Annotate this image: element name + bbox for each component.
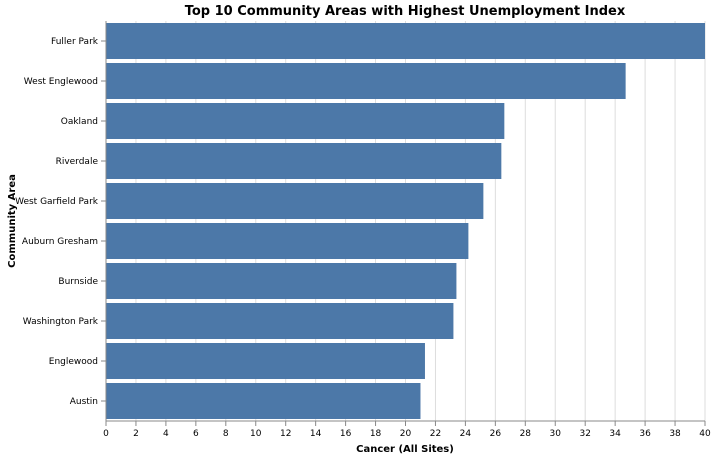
y-tick-label: Riverdale [56, 157, 99, 167]
bar [106, 143, 502, 179]
bar [106, 23, 705, 59]
x-tick-label: 12 [280, 429, 291, 439]
x-tick-label: 34 [609, 429, 621, 439]
x-tick-label: 36 [639, 429, 651, 439]
y-tick-label: Englewood [49, 357, 98, 367]
bar [106, 303, 454, 339]
x-tick-label: 38 [669, 429, 681, 439]
x-tick-label: 32 [579, 429, 590, 439]
x-tick-label: 10 [250, 429, 262, 439]
y-tick-label: Auburn Gresham [22, 237, 98, 247]
bar [106, 63, 626, 99]
x-tick-label: 26 [490, 429, 502, 439]
x-tick-label: 14 [310, 429, 322, 439]
y-tick-label: West Garfield Park [15, 197, 99, 207]
x-tick-label: 4 [163, 429, 169, 439]
y-tick-label: Austin [70, 397, 98, 407]
y-tick-label: West Englewood [24, 77, 98, 87]
y-tick-label: Oakland [61, 117, 98, 127]
x-tick-label: 8 [223, 429, 229, 439]
y-axis: Fuller Park West Englewood Oakland Riverdal… [15, 21, 107, 421]
x-tick-label: 30 [550, 429, 562, 439]
bar [106, 263, 457, 299]
bar [106, 223, 469, 259]
y-tick-label: Washington Park [23, 317, 99, 327]
x-tick-label: 0 [103, 429, 109, 439]
bar [106, 103, 505, 139]
bar-group [106, 23, 705, 419]
bar [106, 383, 421, 419]
x-tick-label: 16 [340, 429, 352, 439]
bar [106, 183, 484, 219]
y-tick-label: Fuller Park [51, 37, 99, 47]
x-tick-label: 24 [460, 429, 472, 439]
x-tick-label: 18 [370, 429, 382, 439]
x-axis-label: Cancer (All Sites) [356, 444, 454, 455]
y-axis-label: Community Area [7, 174, 18, 268]
bar [106, 343, 425, 379]
x-tick-label: 20 [400, 429, 412, 439]
x-axis: 0 2 4 6 8 10 12 14 16 18 20 22 24 26 28 30 32 34 36 38 40 [103, 420, 711, 439]
x-tick-label: 22 [430, 429, 441, 439]
y-tick-label: Burnside [58, 277, 98, 287]
x-tick-label: 6 [193, 429, 199, 439]
x-tick-label: 2 [133, 429, 139, 439]
x-tick-label: 40 [699, 429, 711, 439]
x-tick-label: 28 [520, 429, 532, 439]
chart-title: Top 10 Community Areas with Highest Unem… [185, 4, 626, 19]
